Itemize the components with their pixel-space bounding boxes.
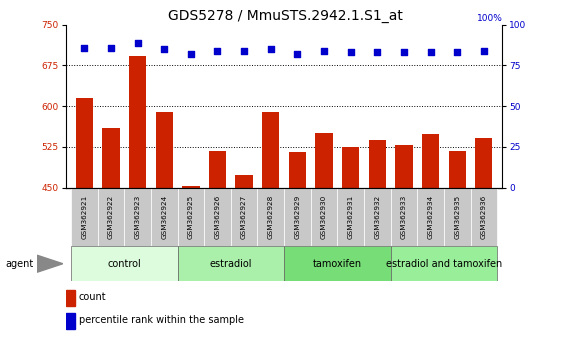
Point — [319, 48, 328, 54]
Bar — [235, 175, 253, 188]
Point — [399, 50, 408, 55]
Bar — [71, 188, 98, 246]
Bar — [71, 246, 178, 281]
Bar — [178, 188, 204, 246]
Text: count: count — [79, 292, 106, 302]
Text: GSM362934: GSM362934 — [428, 195, 433, 239]
Bar — [98, 188, 124, 246]
Text: GSM362926: GSM362926 — [215, 195, 220, 239]
Bar — [342, 148, 359, 188]
Bar — [75, 98, 93, 188]
Text: GSM362935: GSM362935 — [454, 195, 460, 239]
Bar — [364, 188, 391, 246]
Text: GSM362931: GSM362931 — [348, 195, 353, 239]
Point — [186, 51, 195, 57]
Bar — [284, 188, 311, 246]
Point — [453, 50, 462, 55]
Bar — [369, 140, 386, 188]
Bar — [66, 290, 75, 306]
Point — [106, 45, 115, 50]
Text: 100%: 100% — [477, 14, 502, 23]
Bar — [102, 128, 119, 188]
Text: percentile rank within the sample: percentile rank within the sample — [79, 315, 244, 325]
Polygon shape — [37, 255, 63, 272]
Bar — [204, 188, 231, 246]
Text: GSM362925: GSM362925 — [188, 195, 194, 239]
Point — [266, 46, 275, 52]
Text: GSM362929: GSM362929 — [295, 195, 300, 239]
Text: estradiol: estradiol — [210, 259, 252, 269]
Text: control: control — [107, 259, 141, 269]
Bar — [471, 188, 497, 246]
Text: estradiol and tamoxifen: estradiol and tamoxifen — [386, 259, 502, 269]
Bar — [66, 313, 75, 329]
Point — [240, 48, 249, 54]
Bar — [449, 151, 466, 188]
Text: GSM362921: GSM362921 — [81, 195, 87, 239]
Text: GSM362933: GSM362933 — [401, 195, 407, 239]
Point — [213, 48, 222, 54]
Bar — [258, 188, 284, 246]
Text: GSM362922: GSM362922 — [108, 195, 114, 239]
Text: GSM362924: GSM362924 — [161, 195, 167, 239]
Point — [426, 50, 435, 55]
Point — [293, 51, 302, 57]
Text: GDS5278 / MmuSTS.2942.1.S1_at: GDS5278 / MmuSTS.2942.1.S1_at — [168, 9, 403, 23]
Bar — [311, 188, 337, 246]
Point — [133, 40, 142, 46]
Bar — [391, 246, 497, 281]
Text: agent: agent — [6, 259, 34, 269]
Bar — [391, 188, 417, 246]
Bar — [151, 188, 178, 246]
Bar — [289, 152, 306, 188]
Bar — [284, 246, 391, 281]
Text: GSM362932: GSM362932 — [375, 195, 380, 239]
Text: tamoxifen: tamoxifen — [313, 259, 362, 269]
Bar — [124, 188, 151, 246]
Text: GSM362923: GSM362923 — [135, 195, 140, 239]
Point — [479, 48, 488, 54]
Bar — [422, 135, 439, 188]
Bar — [155, 112, 173, 188]
Bar — [209, 151, 226, 188]
Text: GSM362928: GSM362928 — [268, 195, 274, 239]
Bar — [475, 138, 493, 188]
Bar — [262, 112, 279, 188]
Bar — [182, 186, 199, 188]
Text: GSM362936: GSM362936 — [481, 195, 487, 239]
Bar — [315, 133, 333, 188]
Bar — [395, 145, 413, 188]
Bar — [178, 246, 284, 281]
Point — [346, 50, 355, 55]
Point — [373, 50, 382, 55]
Bar — [337, 188, 364, 246]
Bar — [129, 56, 146, 188]
Point — [160, 46, 169, 52]
Point — [80, 45, 89, 50]
Text: GSM362930: GSM362930 — [321, 195, 327, 239]
Bar — [417, 188, 444, 246]
Text: GSM362927: GSM362927 — [241, 195, 247, 239]
Bar — [231, 188, 258, 246]
Bar — [444, 188, 471, 246]
